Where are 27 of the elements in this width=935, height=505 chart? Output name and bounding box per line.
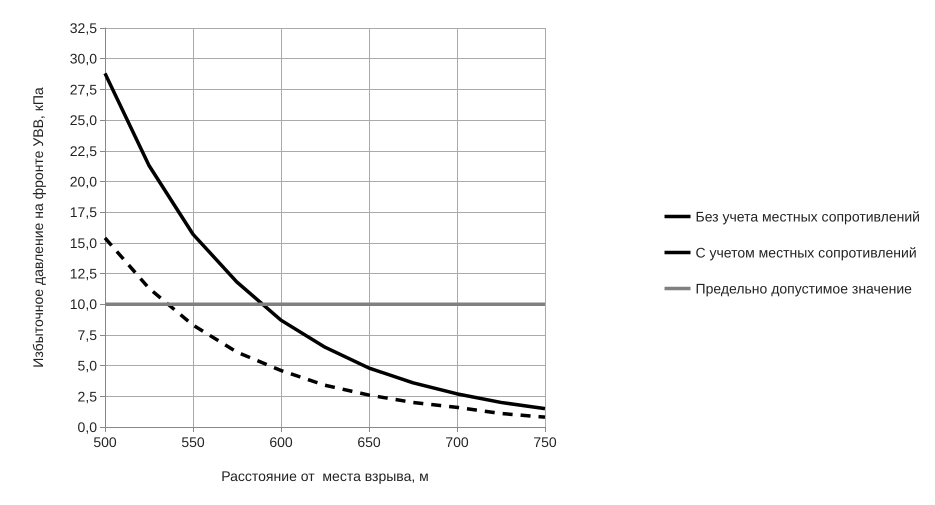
y-tick-label: 10,0 <box>70 296 98 312</box>
y-tick-label: 17,5 <box>70 204 98 220</box>
y-tick-label: 12,5 <box>70 266 98 282</box>
legend-label: Предельно допустимое значение <box>696 280 912 296</box>
y-tick-label: 20,0 <box>70 173 98 190</box>
x-axis-title: Расстояние от места взрыва, м <box>221 468 429 484</box>
x-tick-label: 500 <box>93 434 117 450</box>
y-tick-label: 5,0 <box>78 358 98 374</box>
y-tick-label: 32,5 <box>70 20 98 36</box>
x-tick-label: 600 <box>269 434 293 450</box>
y-axis-title: Избыточное давление на фронте УВВ, кПа <box>30 87 46 368</box>
y-tick-label: 7,5 <box>78 326 98 343</box>
legend-label: Без учета местных сопротивлений <box>696 208 920 224</box>
x-tick-label: 650 <box>357 434 381 450</box>
line-series <box>103 236 547 419</box>
y-tick-label: 25,0 <box>70 112 98 128</box>
y-tick-label: 15,0 <box>70 234 98 251</box>
y-tick-label: 27,5 <box>70 81 98 98</box>
y-tick-label: 30,0 <box>70 50 98 67</box>
y-tick-label: 0,0 <box>78 419 98 435</box>
x-tick-label: 550 <box>181 434 205 450</box>
x-tick-label: 750 <box>533 434 557 450</box>
legend-label: С учетом местных сопротивлений <box>696 244 917 260</box>
x-tick-label: 700 <box>445 434 469 450</box>
y-tick-label: 2,5 <box>78 388 98 404</box>
line-series <box>103 72 547 410</box>
y-tick-label: 22,5 <box>70 142 98 159</box>
